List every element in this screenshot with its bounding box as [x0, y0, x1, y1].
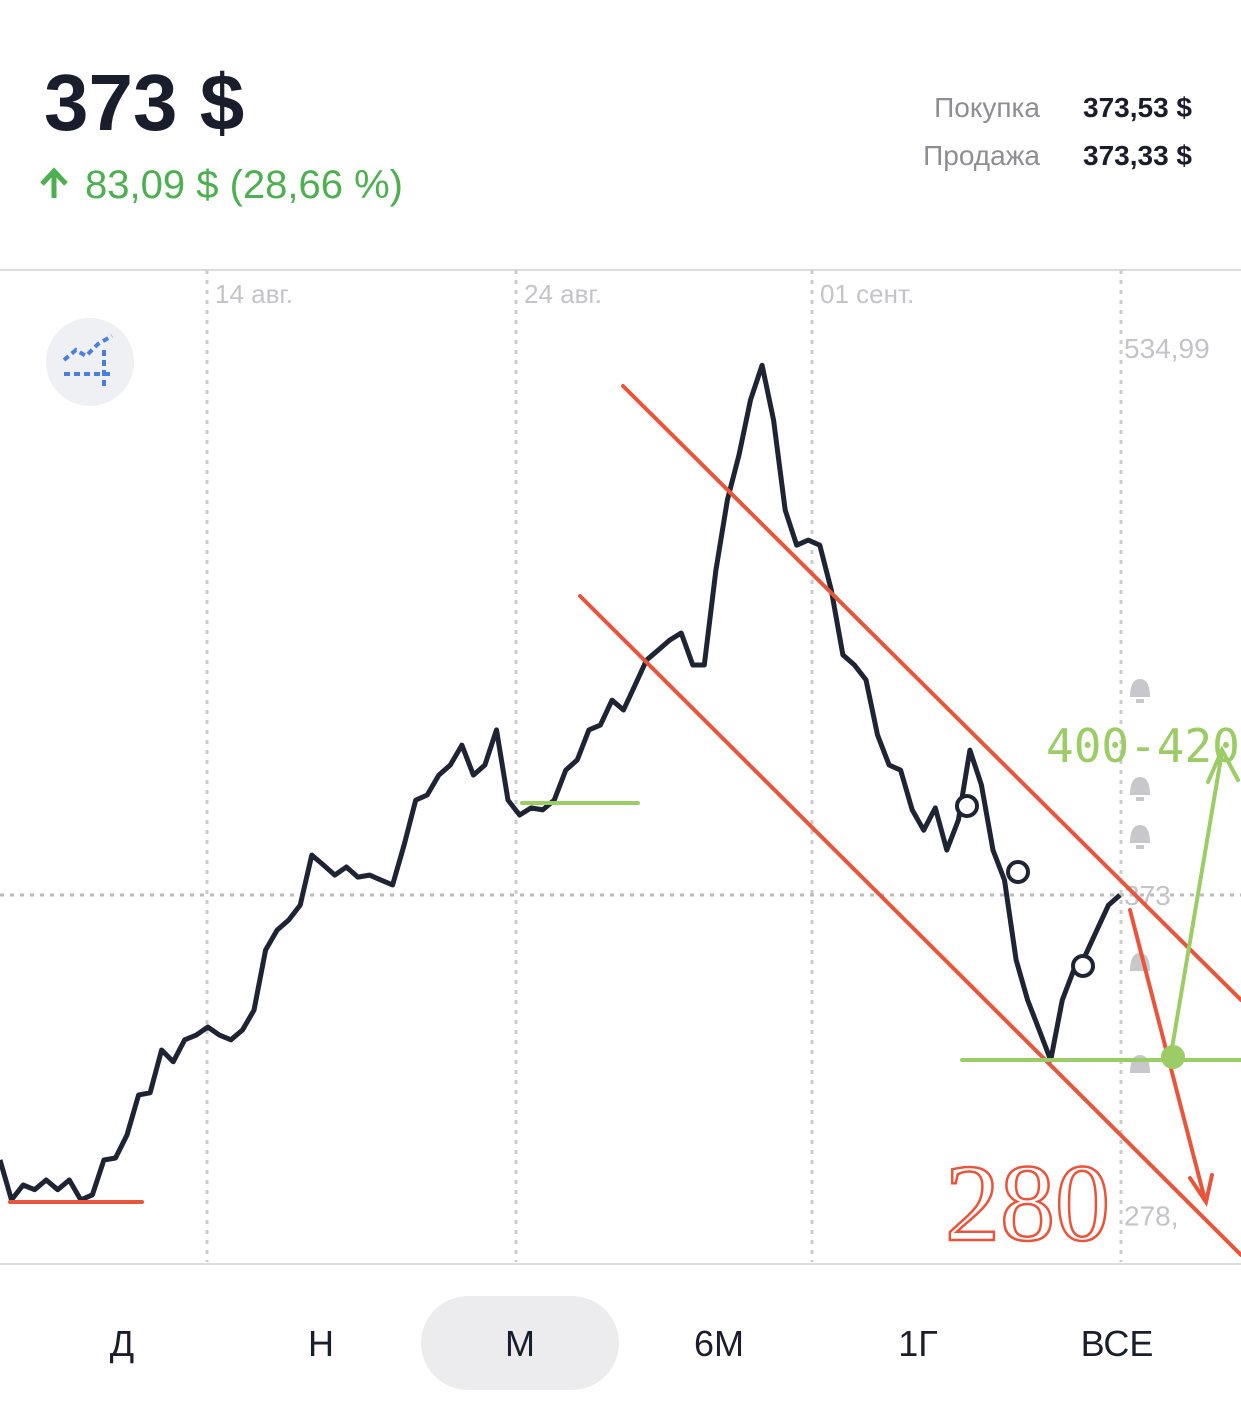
period-button[interactable]: Д	[110, 1323, 134, 1364]
period-button[interactable]: ВСЕ	[1081, 1323, 1154, 1364]
sell-label: Продажа	[923, 140, 1040, 171]
price: 373 $	[44, 58, 244, 147]
y-tick-label: 534,99	[1124, 333, 1210, 364]
indicator-button[interactable]	[46, 318, 134, 406]
price-line-series	[0, 362, 1122, 1203]
period-button[interactable]: 1Г	[898, 1323, 938, 1364]
x-tick-label: 01 сент.	[820, 279, 914, 309]
price-change: 83,09 $ (28,66 %)	[85, 163, 403, 207]
period-selector: Д Н М 6М 1Г ВСЕ	[110, 1296, 1154, 1390]
target-annotation: 400-420	[1046, 719, 1240, 773]
drawings	[8, 384, 1241, 1257]
x-tick-label: 24 авг.	[524, 279, 602, 309]
target-annotation: 280	[945, 1142, 1110, 1264]
x-tick-label: 14 авг.	[215, 279, 293, 309]
period-button[interactable]: Н	[308, 1323, 334, 1364]
indicator-icon	[62, 334, 113, 388]
period-button[interactable]: М	[505, 1323, 535, 1364]
y-tick-label: 278,	[1124, 1201, 1179, 1232]
up-arrow	[40, 167, 68, 198]
buy-label: Покупка	[934, 92, 1040, 123]
sell-value: 373,33 $	[1083, 140, 1192, 171]
buy-value: 373,53 $	[1083, 92, 1192, 123]
selected-period-bg	[421, 1296, 619, 1390]
period-button[interactable]: 6М	[694, 1323, 744, 1364]
